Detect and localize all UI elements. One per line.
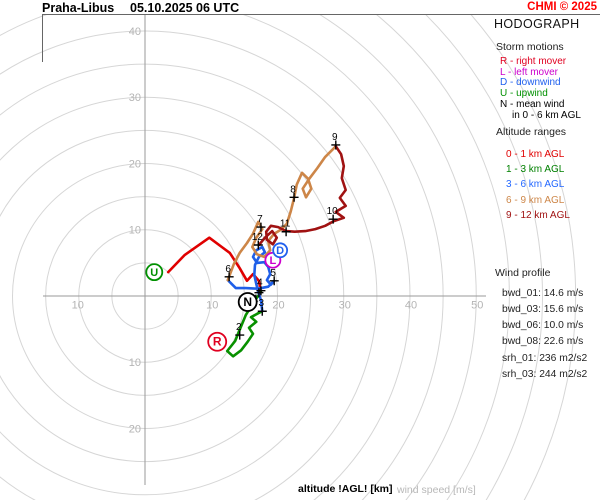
altitude-label-5km: 5: [270, 268, 276, 279]
storm-marker-letter-L: L: [269, 255, 276, 267]
altitude-label-10km: 10: [327, 206, 339, 217]
trace-9-12kmAGL: [257, 145, 347, 247]
altitude-label-2km: 2: [236, 322, 242, 333]
grid-ring-65: [470, 15, 576, 500]
station-name: Praha-Libus: [42, 1, 115, 15]
storm-motions-heading: Storm motions: [496, 41, 564, 53]
tick-label-20: 20: [129, 158, 141, 170]
storm-motion-item-D: D - downwind: [500, 77, 561, 89]
trace-3-6kmAGL: [226, 245, 276, 313]
bwd-value-2: bwd_06: 10.0 m/s: [502, 320, 584, 331]
tick-label-30: 30: [129, 92, 141, 104]
altitude-cross-8km: [289, 192, 299, 202]
altitude-label-3km: 3: [258, 298, 264, 309]
sounding-datetime: 05.10.2025 06 UTC: [130, 1, 240, 15]
altitude-units-label: altitude !AGL! [km]: [298, 483, 393, 495]
altitude-label-4km: 4: [257, 278, 263, 289]
storm-motion-item-L: L - left mover: [500, 66, 558, 78]
altitude-range-item-3: 6 - 9 km AGL: [506, 194, 565, 206]
altitude-ranges-list: 0 - 1 km AGL 1 - 3 km AGL 3 - 6 km AGL 6 - …: [506, 147, 570, 223]
bulk-wind-difference-list: bwd_01: 14.6 m/s bwd_03: 15.6 m/s bwd_06: …: [502, 286, 583, 350]
trace-1-3kmAGL: [225, 290, 264, 358]
tick-label-50: 50: [471, 300, 483, 312]
tick-label-20: 20: [129, 423, 141, 435]
altitude-cross-7km: [256, 222, 266, 232]
storm-marker-circle-R: [207, 331, 228, 352]
storm-marker-letter-D: D: [276, 245, 284, 257]
altitude-range-item-4: 9 - 12 km AGL: [506, 209, 570, 221]
frame-left-border: [42, 14, 43, 62]
grid-ring-60: [425, 15, 543, 500]
tick-label-10: 10: [129, 357, 141, 369]
axis-tick-labels: 10 20 30 40 50 10 10 20 30 40 10 20: [72, 26, 484, 435]
altitude-cross-11km: [281, 227, 291, 237]
altitude-cross-12km: [253, 240, 263, 250]
storm-motion-item-U: U - upwind: [500, 88, 548, 100]
bwd-value-0: bwd_01: 14.6 m/s: [502, 288, 584, 299]
tick-label-20: 20: [272, 300, 284, 312]
tick-label-30: 30: [339, 300, 351, 312]
storm-marker-letter-R: R: [213, 335, 222, 349]
storm-marker-letter-N: N: [243, 295, 252, 309]
storm-motion-item-N: N - mean wind: [500, 98, 565, 110]
altitude-cross-2km: [235, 330, 245, 340]
tick-label-40: 40: [405, 300, 417, 312]
bwd-value-3: bwd_08: 22.6 m/s: [502, 336, 584, 347]
altitude-cross-4km: [256, 286, 266, 296]
storm-marker-letter-U: U: [150, 267, 158, 279]
frame-top-border: [42, 14, 600, 15]
storm-marker-circle-D: [272, 242, 289, 259]
altitude-label-11km: 11: [280, 219, 291, 230]
storm-motion-item-R: R - right mover: [500, 56, 567, 67]
copyright-label: CHMI © 2025: [527, 1, 597, 13]
axes: [43, 15, 486, 485]
storm-relative-helicity-list: srh_01: 236 m2/s2 srh_03: 244 m2/s2: [502, 351, 587, 383]
trace-6-9kmAGL: [226, 145, 338, 282]
tick-label-10: 10: [72, 300, 84, 312]
bwd-value-1: bwd_03: 15.6 m/s: [502, 304, 584, 315]
altitude-label-7km: 7: [257, 214, 263, 225]
grid-ring-50: [319, 15, 477, 500]
mean-wind-sub-label: in 0 - 6 km AGL: [512, 110, 581, 121]
altitude-range-item-2: 3 - 6 km AGL: [506, 179, 565, 191]
altitude-label-8km: 8: [290, 184, 296, 195]
grid-ring-55: [376, 15, 510, 500]
altitude-label-9km: 9: [332, 132, 338, 143]
srh-value-1: srh_03: 244 m2/s2: [502, 369, 588, 380]
altitude-range-item-0: 0 - 1 km AGL: [506, 149, 565, 160]
tick-label-10: 10: [129, 225, 141, 237]
altitude-cross-6km: [224, 272, 234, 282]
altitude-label-6km: 6: [225, 264, 231, 275]
altitude-range-item-1: 1 - 3 km AGL: [506, 164, 565, 176]
altitude-cross-9km: [331, 140, 341, 150]
wind-profile-heading: Wind profile: [495, 267, 551, 279]
tick-label-10: 10: [206, 300, 218, 312]
altitude-cross-5km: [269, 276, 279, 286]
trace-0-1kmAGL: [166, 236, 263, 294]
altitude-cross-1km: [254, 288, 264, 298]
altitude-label-12km: 12: [252, 232, 264, 243]
panel-title: HODOGRAPH: [494, 17, 580, 31]
altitude-ranges-heading: Altitude ranges: [496, 126, 567, 138]
storm-motions-list: R - right mover L - left mover D - downwin…: [500, 56, 567, 111]
wind-speed-units-label: wind speed [m/s]: [397, 484, 476, 496]
srh-value-0: srh_01: 236 m2/s2: [502, 353, 588, 364]
tick-label-40: 40: [129, 26, 141, 38]
storm-marker-circle-N: [237, 292, 258, 312]
wind-traces: [166, 145, 347, 358]
altitude-cross-3km: [257, 306, 267, 316]
grid-ring-35: [0, 63, 378, 500]
storm-motion-markers: U N R LD: [145, 242, 289, 352]
storm-marker-circle-U: [145, 263, 164, 282]
altitude-cross-10km: [328, 214, 338, 224]
grid-ring-40: [0, 30, 411, 500]
